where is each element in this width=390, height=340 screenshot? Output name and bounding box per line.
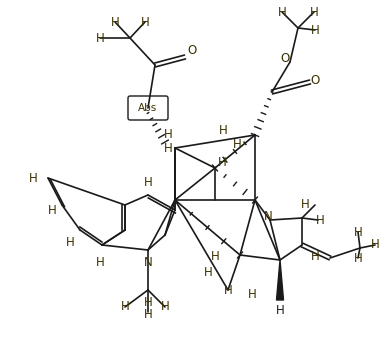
Text: O: O [187, 44, 197, 56]
Text: O: O [310, 73, 320, 86]
Text: H: H [219, 123, 227, 136]
Text: H: H [66, 236, 74, 249]
Text: H: H [310, 23, 319, 36]
Text: H: H [161, 301, 169, 313]
Text: H: H [121, 301, 129, 313]
Text: H: H [164, 141, 172, 154]
FancyBboxPatch shape [128, 96, 168, 120]
Text: H: H [211, 250, 219, 262]
Text: H: H [96, 32, 105, 45]
Text: H: H [354, 225, 362, 238]
Text: H: H [144, 176, 152, 189]
Text: H: H [232, 138, 241, 152]
Text: H: H [48, 204, 57, 217]
Text: H: H [310, 250, 319, 262]
Text: H: H [144, 295, 152, 308]
Text: H: H [144, 308, 152, 322]
Text: H: H [223, 284, 232, 296]
Text: H: H [204, 266, 213, 278]
Text: H: H [96, 255, 105, 269]
Text: H: H [218, 155, 226, 169]
Text: H: H [370, 238, 379, 252]
Text: H: H [141, 16, 149, 29]
Text: N: N [264, 210, 272, 223]
Text: H: H [276, 304, 284, 317]
Text: H: H [248, 289, 256, 302]
Text: O: O [280, 51, 290, 65]
Text: Abs: Abs [138, 103, 158, 113]
Text: H: H [301, 199, 309, 211]
Text: H: H [310, 5, 318, 18]
Text: H: H [111, 16, 119, 29]
Polygon shape [277, 260, 284, 300]
Text: H: H [164, 129, 172, 141]
Text: H: H [354, 252, 362, 265]
Text: H: H [28, 171, 37, 185]
Text: H: H [316, 214, 324, 226]
Text: N: N [144, 255, 152, 269]
Text: H: H [278, 5, 286, 18]
